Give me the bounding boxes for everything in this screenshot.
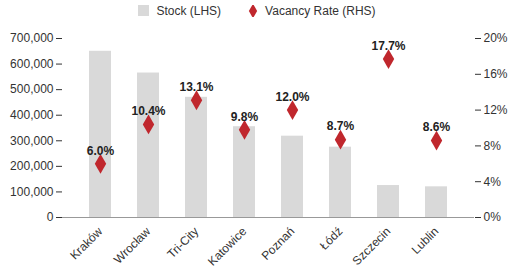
svg-text:500,000: 500,000 [10,82,54,96]
svg-text:8%: 8% [484,139,502,153]
svg-text:Łódź: Łódź [317,224,345,252]
svg-text:600,000: 600,000 [10,57,54,71]
html-text:Vacancy Rate (RHS): Vacancy Rate (RHS) [265,4,376,18]
svg-text:13.1%: 13.1% [179,80,213,94]
svg-text:8.7%: 8.7% [327,119,355,133]
svg-text:300,000: 300,000 [10,134,54,148]
svg-text:8.6%: 8.6% [423,120,451,134]
svg-text:Kraków: Kraków [67,224,105,262]
svg-text:17.7%: 17.7% [371,39,405,53]
svg-text:400,000: 400,000 [10,108,54,122]
svg-text:100,000: 100,000 [10,185,54,199]
svg-text:Poznań: Poznań [259,224,298,263]
svg-text:Szczecin: Szczecin [349,224,393,267]
html-text:Stock (LHS): Stock (LHS) [156,4,222,18]
svg-text:Katowice: Katowice [205,224,250,267]
svg-text:16%: 16% [484,67,508,81]
svg-text:Wrocław: Wrocław [111,224,154,267]
svg-text:6.0%: 6.0% [87,144,115,158]
svg-text:10.4%: 10.4% [131,104,165,118]
svg-text:200,000: 200,000 [10,159,54,173]
svg-text:12%: 12% [484,103,508,117]
svg-text:20%: 20% [484,31,508,45]
svg-text:0: 0 [47,210,54,224]
svg-text:12.0%: 12.0% [275,90,309,104]
svg-text:Lublin: Lublin [409,224,442,257]
svg-text:4%: 4% [484,175,502,189]
svg-text:0%: 0% [484,210,502,224]
svg-text:Tri-City: Tri-City [164,224,201,261]
svg-text:700,000: 700,000 [10,31,54,45]
svg-text:9.8%: 9.8% [231,110,259,124]
